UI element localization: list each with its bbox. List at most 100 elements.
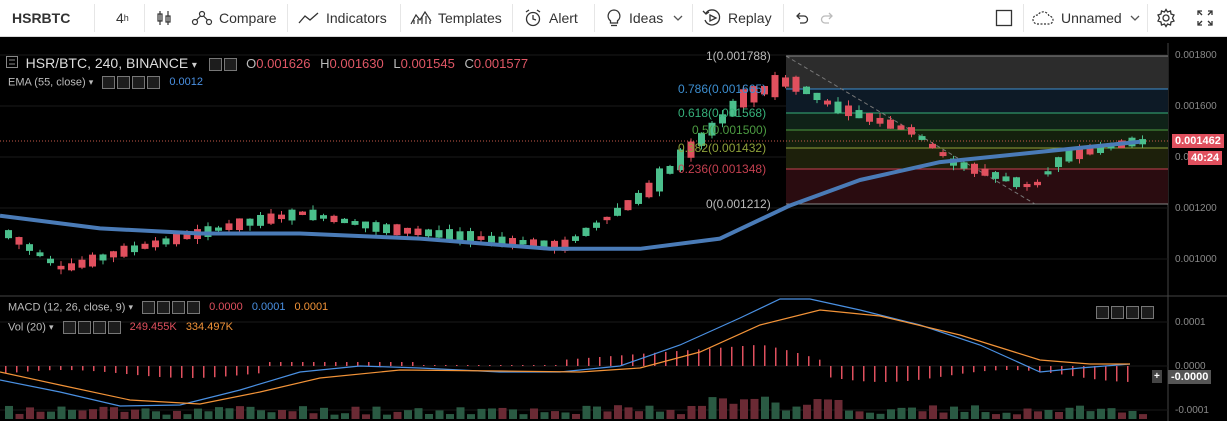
volume-bar: [855, 411, 864, 419]
candle-body: [225, 223, 233, 230]
low-label: L: [393, 56, 401, 71]
histogram-bar: [368, 362, 370, 366]
histogram-bar: [566, 359, 568, 366]
compare-button[interactable]: Compare: [191, 0, 277, 36]
volume-bar: [15, 413, 24, 419]
undo-icon: [793, 11, 809, 25]
settings-icon[interactable]: [77, 321, 91, 334]
undo-button[interactable]: [793, 0, 809, 36]
settings-button[interactable]: [1156, 0, 1176, 36]
candle-body: [834, 101, 842, 114]
fib-retracement[interactable]: [785, 55, 1168, 205]
candle-body: [1023, 183, 1031, 188]
macd-label[interactable]: MACD (12, 26, close, 9): [8, 301, 126, 314]
add-icon[interactable]: [132, 76, 146, 89]
remove-icon[interactable]: [187, 301, 201, 314]
visibility-icon[interactable]: [208, 58, 222, 72]
candle-body: [698, 132, 705, 146]
histogram-bar: [874, 366, 876, 382]
maximize-icon[interactable]: [1126, 306, 1139, 320]
templates-button[interactable]: Templates: [410, 0, 502, 36]
histogram-bar: [973, 366, 975, 373]
volume-bar: [530, 408, 538, 419]
settings-icon[interactable]: [223, 58, 237, 72]
volume-bar: [876, 413, 885, 419]
visibility-icon[interactable]: [102, 76, 116, 89]
histogram-bar: [456, 365, 458, 366]
volume-bar: [1065, 407, 1074, 419]
chevron-down-icon[interactable]: ▾: [48, 322, 54, 333]
fullscreen-button[interactable]: [1196, 0, 1214, 36]
compare-icon: [191, 9, 213, 27]
remove-icon[interactable]: [147, 76, 161, 89]
candle-body: [624, 200, 632, 211]
ema-label[interactable]: EMA (55, close): [8, 76, 86, 89]
collapse-icon[interactable]: [6, 56, 18, 68]
candle-body: [278, 214, 285, 220]
macd-tick: -0.0001: [1175, 405, 1209, 416]
histogram-bar: [621, 355, 623, 366]
macd-tick: 0.0000: [1175, 361, 1206, 372]
histogram-bar: [247, 366, 249, 375]
move-down-icon[interactable]: [1111, 306, 1124, 320]
settings-icon[interactable]: [117, 76, 131, 89]
volume-bar: [1055, 412, 1063, 419]
candle-body: [288, 209, 296, 221]
candle-body: [666, 165, 674, 174]
chevron-down-icon[interactable]: ▾: [128, 302, 133, 313]
macd-add-button[interactable]: +: [1152, 370, 1162, 383]
replay-button[interactable]: Replay: [702, 0, 772, 36]
chart-type-button[interactable]: [155, 0, 173, 36]
save-layout-button[interactable]: Unnamed: [1031, 0, 1140, 36]
move-up-icon[interactable]: [1096, 306, 1109, 320]
candle-body: [1097, 144, 1104, 153]
histogram-bar: [775, 347, 777, 366]
candle-body: [36, 252, 44, 257]
volume-label[interactable]: Vol (20): [8, 321, 46, 334]
price-tick: 0.001800: [1175, 50, 1217, 61]
volume-bar: [582, 405, 591, 419]
visibility-icon[interactable]: [62, 321, 76, 334]
chevron-down-icon: [673, 14, 683, 22]
histogram-bar: [258, 366, 260, 374]
add-icon[interactable]: [92, 321, 106, 334]
chevron-down-icon[interactable]: ▾: [191, 60, 197, 71]
visibility-icon[interactable]: [142, 301, 156, 314]
symbol-title[interactable]: HSR/BTC, 240, BINANCE: [25, 55, 189, 71]
histogram-bar: [357, 362, 359, 366]
volume-bar: [498, 407, 507, 419]
histogram-bar: [82, 366, 84, 371]
alert-button[interactable]: Alert: [523, 0, 578, 36]
add-icon[interactable]: [172, 301, 186, 314]
volume-bar: [1107, 408, 1116, 419]
histogram-bar: [544, 365, 546, 366]
candle-body: [561, 239, 569, 251]
candle-body: [362, 221, 369, 229]
chevron-down-icon[interactable]: ▾: [88, 77, 94, 88]
histogram-bar: [280, 362, 282, 366]
divider: [512, 4, 513, 32]
redo-button[interactable]: [820, 0, 836, 36]
volume-bar: [593, 406, 601, 419]
volume-bar: [57, 406, 66, 419]
ideas-button[interactable]: Ideas: [605, 0, 683, 36]
settings-icon[interactable]: [157, 301, 171, 314]
remove-icon[interactable]: [107, 321, 121, 334]
layout-button[interactable]: [995, 0, 1013, 36]
histogram-bar: [885, 366, 887, 382]
close-icon[interactable]: [1141, 306, 1154, 320]
candle-body: [761, 86, 768, 95]
symbol-search-button[interactable]: HSRBTC: [12, 0, 70, 36]
volume-bar: [708, 397, 717, 419]
volume-bar: [393, 411, 402, 419]
indicators-button[interactable]: Indicators: [298, 0, 387, 36]
candle-body: [572, 236, 579, 241]
histogram-bar: [500, 365, 502, 366]
volume-bar: [719, 398, 727, 419]
histogram-bar: [1094, 366, 1096, 380]
candle-body: [456, 231, 464, 241]
candle-body: [173, 233, 180, 245]
volume-bar: [446, 414, 454, 419]
